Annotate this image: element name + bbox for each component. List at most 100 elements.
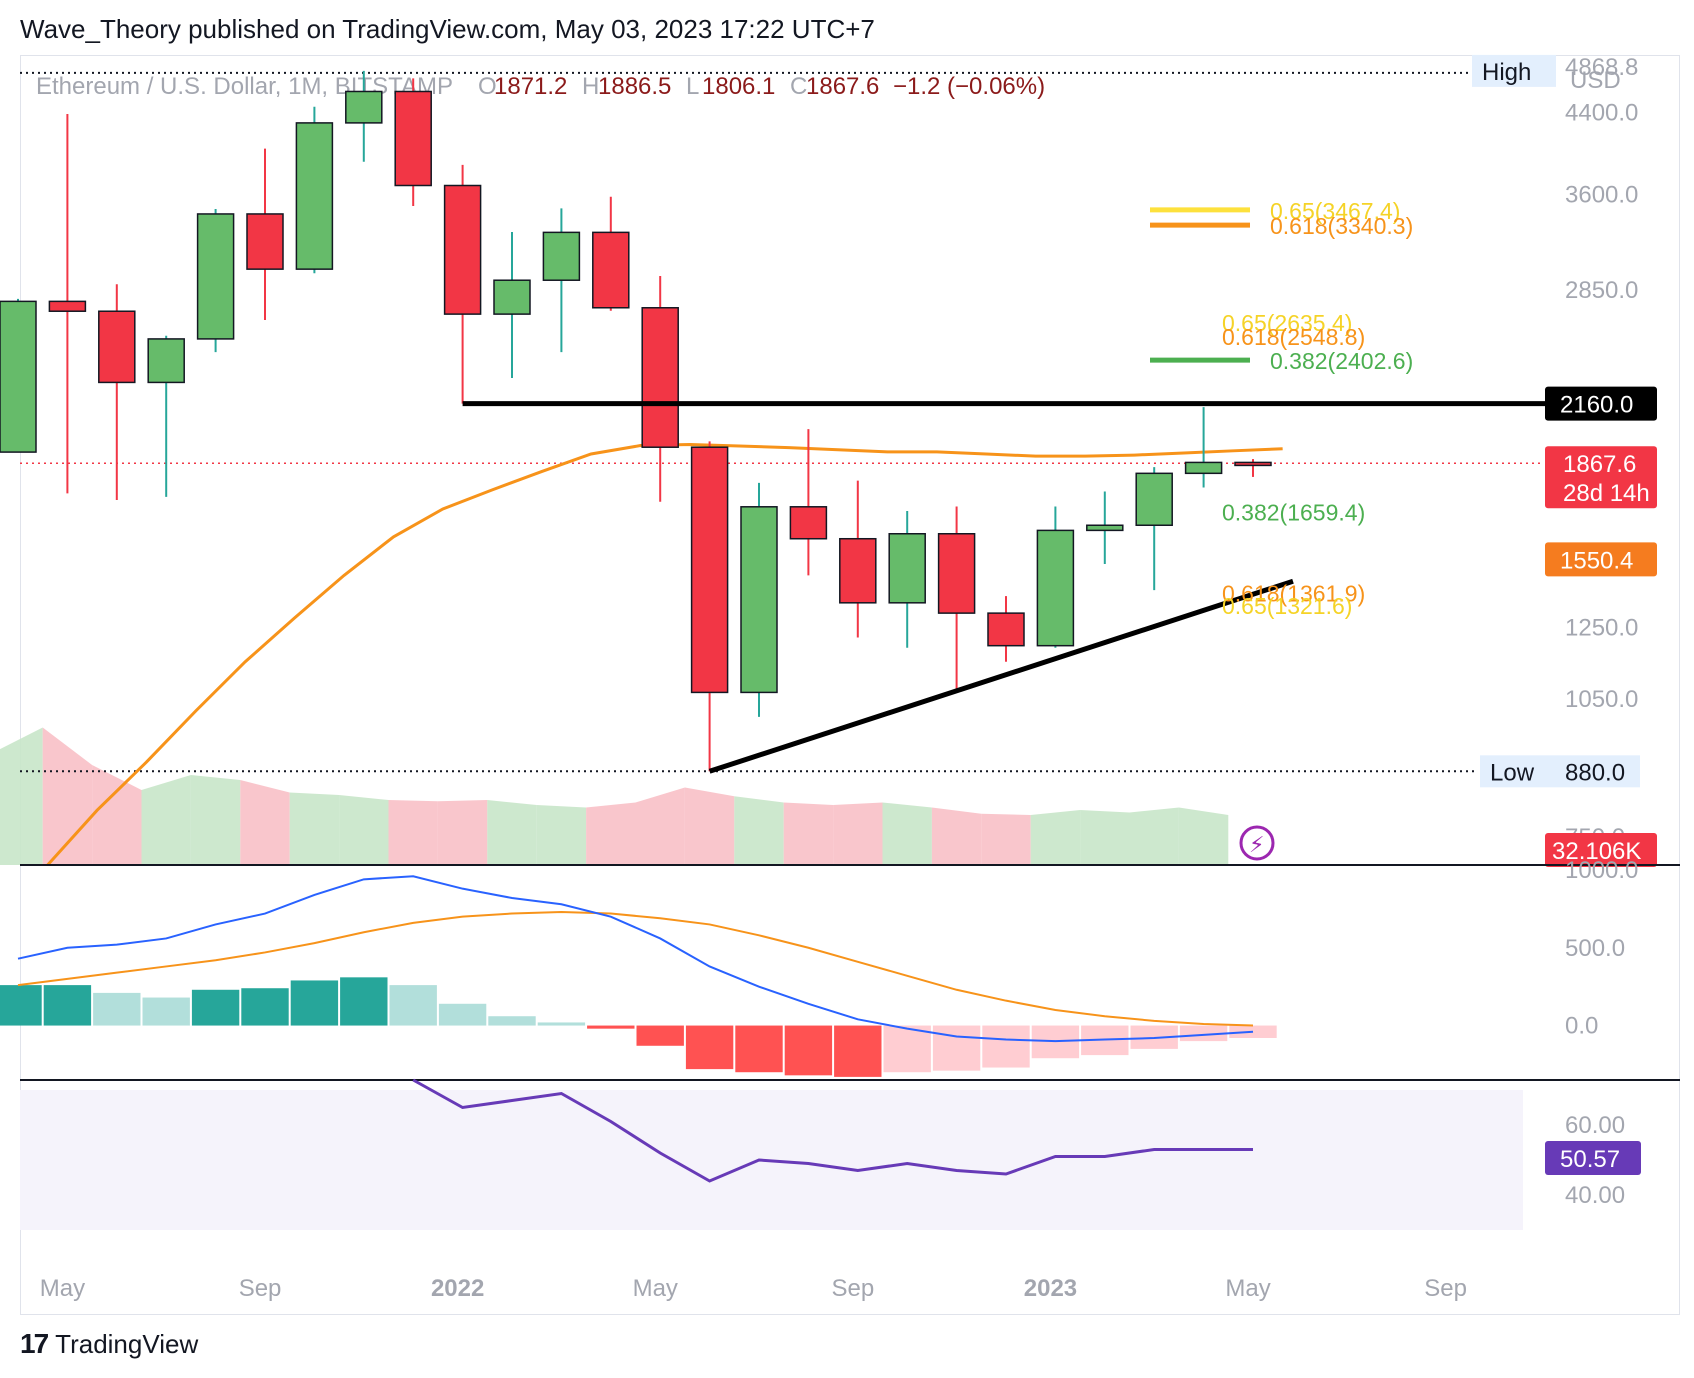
candle-body [888, 533, 926, 604]
fib-label: 0.382(1659.4) [1222, 500, 1365, 526]
x-label-3: May [633, 1275, 678, 1302]
volume-area [339, 795, 389, 865]
volume-area [981, 813, 1031, 865]
macd-histogram-bar [834, 1025, 882, 1077]
x-label-0: May [40, 1275, 85, 1302]
price-tick-0: 4400.0 [1565, 99, 1638, 126]
low-tag-value: 880.0 [1565, 759, 1625, 786]
ohlc-key-h: H [582, 73, 599, 100]
candle-body [443, 184, 482, 315]
x-label-4: Sep [832, 1275, 875, 1302]
alert-bolt-icon [1239, 825, 1275, 861]
volume-area [289, 792, 340, 865]
x-label-2: 2022 [431, 1275, 484, 1302]
price-tick-2: 2850.0 [1565, 277, 1638, 304]
ohlc-key-o: O [478, 73, 497, 100]
volume-area [240, 780, 290, 865]
macd-histogram-bar [191, 989, 240, 1026]
macd-line [17, 875, 1254, 1043]
high-tag-value: 4868.8 [1565, 54, 1638, 81]
macd-histogram-bar [389, 985, 437, 1026]
fib-label: 0.618(2548.8) [1222, 324, 1365, 350]
volume-area [1178, 807, 1229, 865]
volume-area [586, 802, 636, 865]
macd-histogram-bar [241, 988, 289, 1026]
tradingview-logo-icon[interactable]: 17 [20, 1328, 49, 1359]
macd-histogram-bar [883, 1025, 931, 1073]
ohlc-key-c: C [790, 73, 807, 100]
volume-tag-bg [1545, 833, 1657, 867]
candle-body [295, 122, 334, 270]
rsi-tick-1: 40.00 [1565, 1182, 1625, 1209]
volume-area [437, 800, 488, 865]
macd-histogram-bar [488, 1016, 536, 1026]
macd-tick-1: 500.0 [1565, 935, 1625, 962]
macd-histogram-bar [932, 1025, 981, 1071]
volume-area [783, 802, 834, 865]
macd-tick-2: 0.0 [1565, 1013, 1598, 1040]
macd-histogram-bar [142, 997, 190, 1026]
resistance-tag: 2160.0 [1560, 392, 1633, 419]
fib-label: 0.65(1321.6) [1222, 593, 1352, 619]
macd-tick-0: 1000.0 [1565, 857, 1638, 884]
macd-histogram-bar [982, 1025, 1030, 1068]
volume-area [190, 775, 241, 865]
candle-body [1184, 461, 1223, 475]
rsi-tag-value: 50.57 [1560, 1146, 1620, 1173]
volume-tag-value: 32.106K [1552, 838, 1641, 865]
candle-body [48, 300, 87, 312]
macd-histogram-bar [93, 992, 141, 1026]
candle-body [690, 446, 729, 694]
macd-histogram-bar [784, 1025, 833, 1076]
macd-histogram-bar [340, 977, 388, 1026]
candle-body [1234, 461, 1272, 467]
high-tag-bg [1472, 54, 1556, 87]
candle-body [1135, 472, 1173, 526]
high-tag-label: High [1482, 59, 1531, 86]
macd-histogram-bar [537, 1022, 586, 1026]
candle-body [493, 279, 531, 315]
volume-area [635, 787, 685, 865]
support-trendline [708, 578, 1294, 774]
alert-bolt-glyph: ⚡ [1249, 832, 1264, 857]
low-tag-bg [1480, 755, 1640, 788]
x-label-6: May [1225, 1275, 1270, 1302]
volume-area [1129, 807, 1179, 865]
candle-body [147, 338, 185, 384]
candle-body [641, 307, 679, 448]
resistance-tag-bg [1545, 386, 1657, 421]
current-tag-price: 1867.6 [1563, 451, 1636, 478]
ohlc-value-h: 1886.5 [598, 73, 671, 100]
low-tag-label: Low [1490, 759, 1535, 786]
symbol-title: Ethereum / U.S. Dollar, 1M, BITSTAMP [36, 73, 453, 100]
volume-area [141, 775, 191, 865]
price-axis-currency: USD [1570, 67, 1621, 94]
volume-area [487, 800, 537, 865]
candle-body [1086, 524, 1124, 532]
macd-histogram-bar [587, 1025, 635, 1029]
footer: 17 TradingView [20, 1328, 198, 1360]
price-tick-1: 3600.0 [1565, 182, 1638, 209]
macd-histogram-bar [0, 985, 42, 1026]
volume-area [882, 802, 932, 865]
price-tick-3: 1250.0 [1565, 615, 1638, 642]
fib-label: 0.618(1361.9) [1222, 580, 1365, 606]
volume-area [734, 796, 784, 865]
ohlc-key-l: L [686, 73, 699, 100]
footer-brand[interactable]: TradingView [55, 1328, 199, 1359]
ema-tag-bg [1545, 542, 1657, 577]
volume-area [684, 787, 735, 865]
candle-body [345, 90, 383, 124]
rsi-tag-bg [1545, 1141, 1641, 1176]
candle-body [987, 612, 1025, 647]
volume-area [0, 727, 43, 865]
volume-area [931, 807, 982, 865]
ohlc-value-o: 1871.2 [494, 73, 567, 100]
rsi-tick-0: 60.00 [1565, 1112, 1625, 1139]
macd-histogram-bar [636, 1025, 684, 1046]
fib-label: 0.382(2402.6) [1270, 348, 1413, 374]
volume-area [92, 765, 142, 865]
macd-signal-line [17, 910, 1254, 1027]
x-label-5: 2023 [1024, 1275, 1077, 1302]
